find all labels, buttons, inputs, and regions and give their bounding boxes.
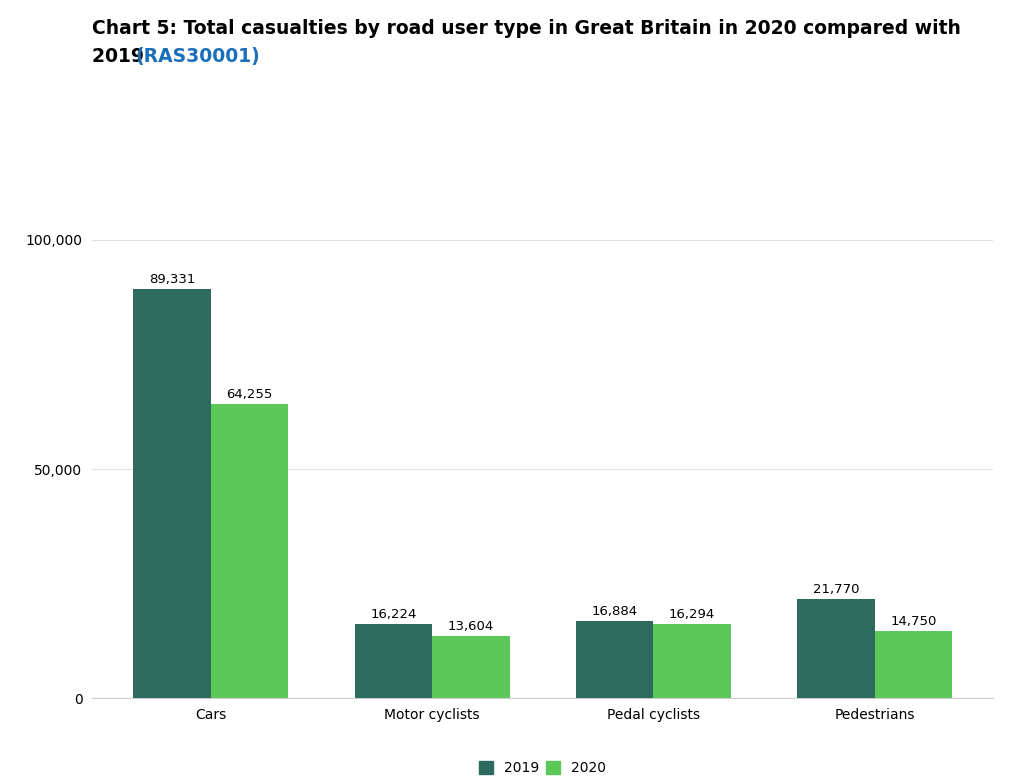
Text: 13,604: 13,604 [447, 620, 494, 633]
Text: 64,255: 64,255 [226, 388, 272, 401]
Bar [653, 624, 731, 698]
Bar [432, 636, 510, 698]
Text: 89,331: 89,331 [148, 273, 195, 286]
Text: 16,294: 16,294 [669, 608, 716, 621]
Bar [133, 289, 211, 698]
Bar [874, 631, 952, 698]
Text: 16,224: 16,224 [370, 608, 417, 622]
Text: 2019: 2019 [92, 47, 151, 65]
Bar [354, 624, 432, 698]
Bar [575, 621, 653, 698]
Text: 16,884: 16,884 [592, 605, 638, 618]
Text: (RAS30001): (RAS30001) [135, 47, 260, 65]
Legend: 2019, 2020: 2019, 2020 [473, 756, 612, 776]
Bar [798, 598, 874, 698]
Text: 14,750: 14,750 [891, 615, 937, 628]
Text: 21,770: 21,770 [813, 583, 859, 596]
Bar [211, 404, 288, 698]
Text: Chart 5: Total casualties by road user type in Great Britain in 2020 compared wi: Chart 5: Total casualties by road user t… [92, 19, 962, 38]
